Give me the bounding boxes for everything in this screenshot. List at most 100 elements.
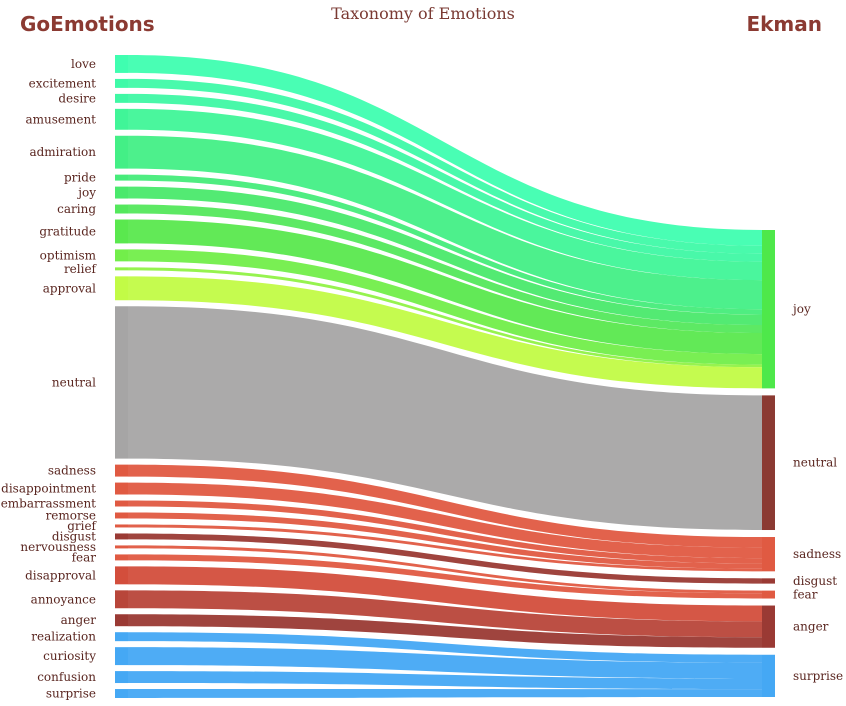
node-target-anger (762, 605, 775, 648)
source-label-disappointment: disappointment (1, 482, 96, 496)
node-source-disapproval (115, 566, 128, 585)
source-label-embarrassment: embarrassment (1, 497, 96, 511)
sankey-nodes (115, 55, 775, 698)
source-label-optimism: optimism (40, 248, 97, 262)
link-nervousness-to-fear (128, 545, 762, 594)
node-source-relief (115, 267, 128, 271)
node-source-disappointment (115, 482, 128, 495)
source-label-annoyance: annoyance (31, 592, 96, 606)
node-source-love (115, 55, 128, 73)
link-sadness-to-sadness (128, 464, 762, 548)
node-source-anger (115, 614, 128, 627)
node-target-fear (762, 590, 775, 599)
target-label-neutral: neutral (793, 456, 837, 470)
link-admiration-to-joy (128, 135, 762, 310)
source-label-anger: anger (61, 613, 97, 627)
link-neutral-to-neutral (128, 306, 762, 531)
source-label-curiosity: curiosity (43, 649, 96, 663)
node-source-annoyance (115, 590, 128, 609)
source-label-grief: grief (67, 519, 97, 533)
link-amusement-to-joy (128, 108, 762, 281)
node-source-curiosity (115, 647, 128, 666)
node-source-grief (115, 524, 128, 528)
source-label-realization: realization (31, 630, 96, 644)
source-label-pride: pride (64, 171, 96, 185)
node-source-desire (115, 93, 128, 103)
left-header: GoEmotions (20, 12, 155, 36)
link-pride-to-joy (128, 174, 762, 315)
source-label-confusion: confusion (37, 670, 96, 684)
source-label-relief: relief (64, 262, 98, 276)
link-curiosity-to-surprise (128, 647, 762, 679)
sankey-links (128, 55, 762, 698)
source-label-desire: desire (58, 91, 96, 105)
source-label-joy: joy (76, 186, 96, 200)
link-realization-to-surprise (128, 632, 762, 663)
source-label-caring: caring (57, 202, 96, 216)
node-source-joy (115, 186, 128, 199)
target-label-joy: joy (791, 302, 811, 316)
source-label-disgust: disgust (52, 529, 96, 543)
source-label-surprise: surprise (46, 687, 96, 701)
source-label-sadness: sadness (48, 464, 96, 478)
node-source-approval (115, 276, 128, 301)
node-target-joy (762, 230, 775, 389)
node-source-nervousness (115, 545, 128, 549)
right-header: Ekman (746, 12, 822, 36)
link-caring-to-joy (128, 204, 762, 333)
link-confusion-to-surprise (128, 671, 762, 690)
node-source-fear (115, 554, 128, 561)
node-source-realization (115, 632, 128, 642)
target-label-disgust: disgust (793, 574, 837, 588)
source-label-admiration: admiration (29, 145, 96, 159)
node-source-disgust (115, 533, 128, 540)
source-label-nervousness: nervousness (20, 540, 96, 554)
node-source-amusement (115, 108, 128, 130)
target-label-anger: anger (793, 620, 829, 634)
node-source-optimism (115, 249, 128, 262)
link-excitement-to-joy (128, 78, 762, 254)
source-label-remorse: remorse (46, 508, 96, 522)
link-desire-to-joy (128, 93, 762, 262)
target-label-sadness: sadness (793, 547, 841, 561)
link-grief-to-sadness (128, 524, 762, 572)
node-source-sadness (115, 464, 128, 477)
node-target-surprise (762, 654, 775, 697)
chart-title: Taxonomy of Emotions (331, 4, 515, 23)
link-optimism-to-joy (128, 249, 762, 365)
source-label-gratitude: gratitude (39, 224, 96, 238)
link-embarrassment-to-sadness (128, 500, 762, 564)
source-label-neutral: neutral (52, 375, 96, 389)
node-source-confusion (115, 671, 128, 684)
link-annoyance-to-anger (128, 590, 762, 638)
source-label-love: love (71, 57, 96, 71)
link-disapproval-to-anger (128, 566, 762, 622)
node-target-disgust (762, 578, 775, 584)
source-label-amusement: amusement (25, 112, 96, 126)
target-label-surprise: surprise (793, 669, 843, 683)
link-anger-to-anger (128, 614, 762, 648)
link-remorse-to-sadness (128, 512, 762, 569)
link-disgust-to-disgust (128, 533, 762, 584)
link-fear-to-fear (128, 554, 762, 599)
link-joy-to-joy (128, 186, 762, 326)
source-label-approval: approval (43, 281, 96, 295)
node-source-surprise (115, 689, 128, 698)
source-label-fear: fear (72, 550, 97, 564)
node-source-neutral (115, 306, 128, 459)
link-approval-to-joy (128, 276, 762, 389)
link-love-to-joy (128, 55, 762, 246)
node-source-gratitude (115, 219, 128, 244)
node-source-remorse (115, 512, 128, 519)
link-gratitude-to-joy (128, 219, 762, 355)
source-label-disapproval: disapproval (25, 568, 96, 582)
node-source-excitement (115, 78, 128, 88)
link-disappointment-to-sadness (128, 482, 762, 559)
link-surprise-to-surprise (128, 689, 762, 698)
node-target-sadness (762, 537, 775, 572)
node-source-caring (115, 204, 128, 214)
target-label-fear: fear (793, 588, 818, 602)
